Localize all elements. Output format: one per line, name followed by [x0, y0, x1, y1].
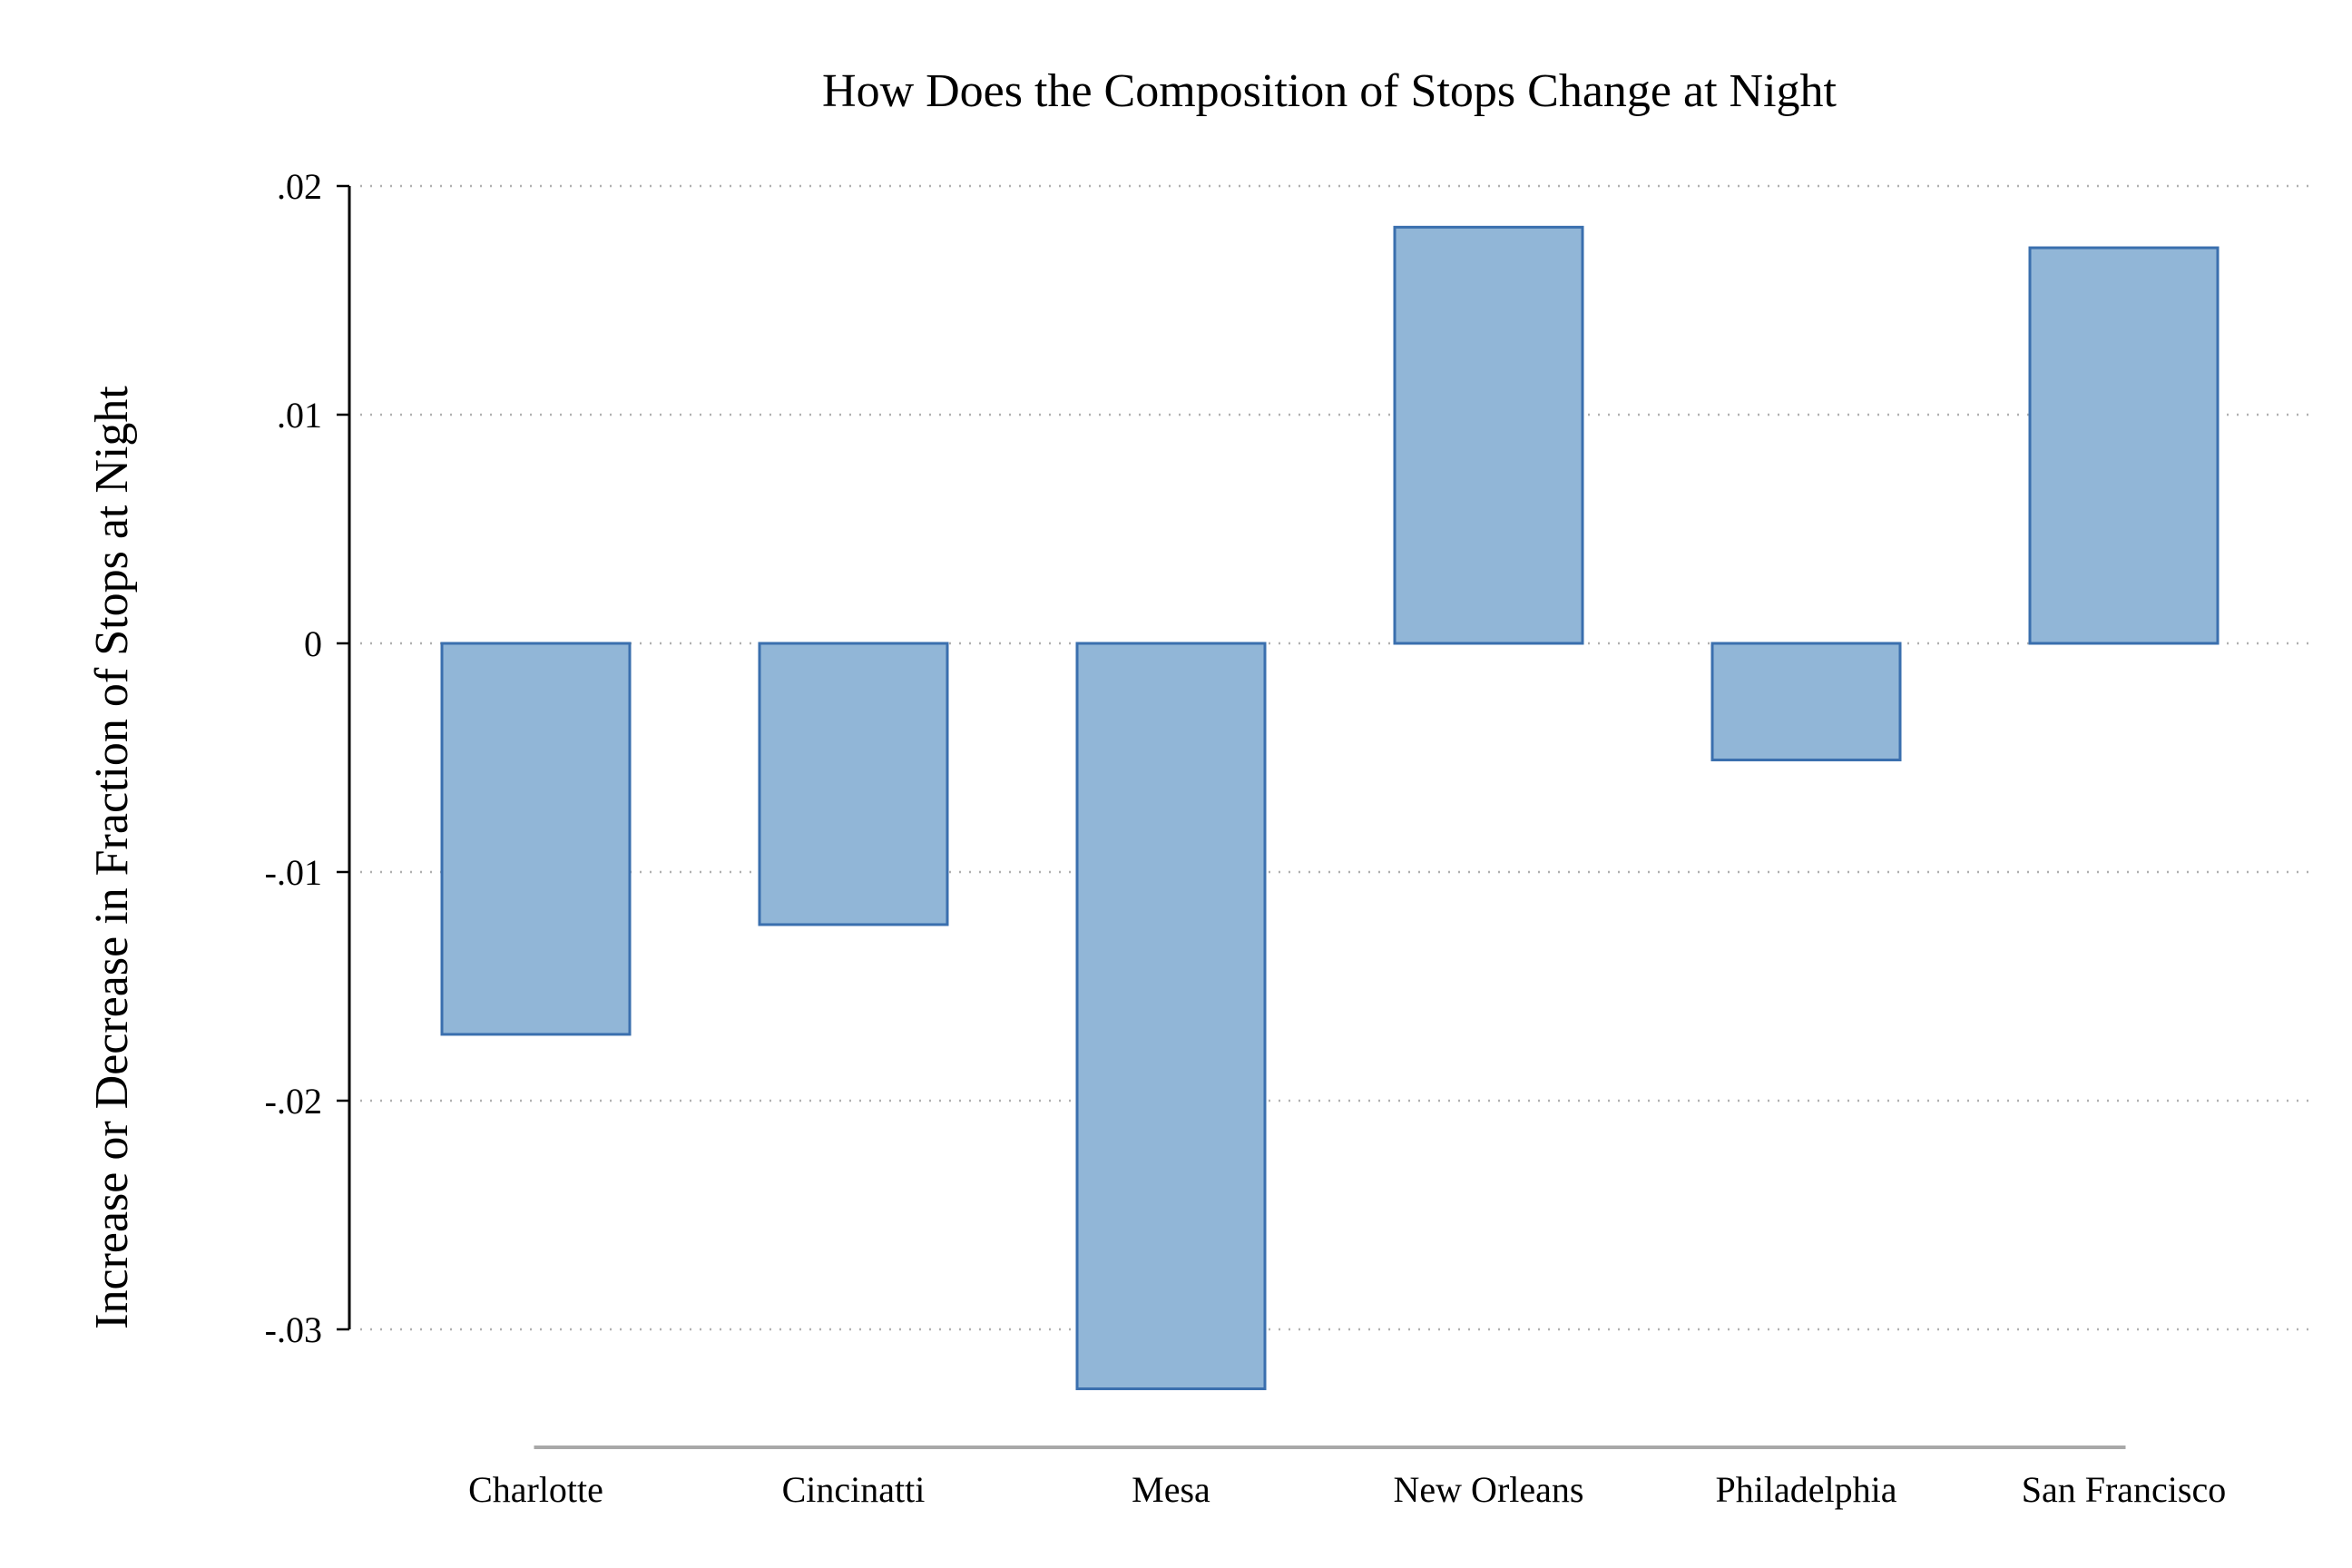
bars: [440, 225, 2220, 1391]
bar-charlotte: [440, 642, 632, 1036]
x-tick-label: Charlotte: [468, 1469, 603, 1510]
x-tick-label: Philadelphia: [1716, 1469, 1897, 1510]
bar-san-francisco: [2028, 246, 2220, 645]
chart-title: How Does the Composition of Stops Change…: [822, 65, 1838, 117]
bar-philadelphia: [1710, 642, 1902, 762]
gridlines: [360, 184, 2314, 1331]
x-tick-label: Cincinatti: [782, 1469, 926, 1510]
x-tick-label: New Orleans: [1394, 1469, 1584, 1510]
x-tick-label: Mesa: [1132, 1469, 1210, 1510]
y-tick-label: -.02: [265, 1081, 322, 1122]
y-tick-label: .02: [277, 166, 322, 207]
y-tick-label: .01: [277, 395, 322, 436]
y-tick-label: -.03: [265, 1309, 322, 1350]
bar-new-orleans: [1393, 225, 1584, 645]
bar-cincinatti: [758, 642, 949, 926]
y-tick-label: -.01: [265, 852, 322, 893]
x-tick-label: San Francisco: [2022, 1469, 2227, 1510]
bar-mesa: [1075, 642, 1267, 1391]
y-tick-label: 0: [304, 623, 322, 664]
x-axis: Charlotte Cincinatti Mesa New Orleans Philad…: [468, 1446, 2227, 1510]
y-axis: .02 .01 0 -.01 -.02 -.03: [265, 166, 351, 1350]
y-axis-label: Increase or Decrease in Fraction of Stop…: [86, 386, 138, 1329]
